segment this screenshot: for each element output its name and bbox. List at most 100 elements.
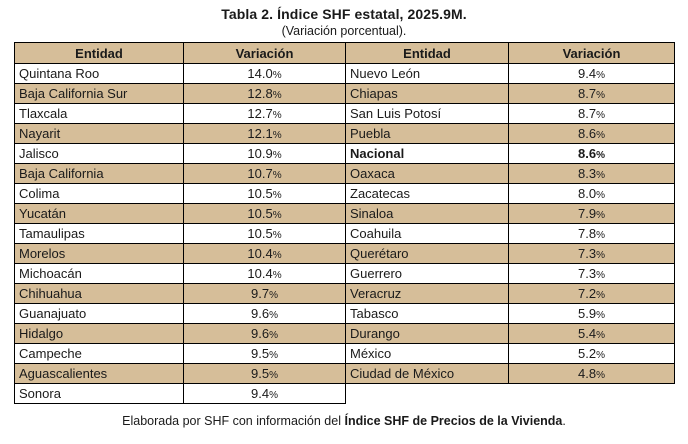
table-row: Hidalgo 9.6% Durango 5.4% xyxy=(14,323,675,344)
percent-sign: % xyxy=(596,250,605,261)
empty-cell xyxy=(345,383,509,404)
percent-sign: % xyxy=(269,370,278,381)
percent-sign: % xyxy=(272,230,282,241)
percent-sign: % xyxy=(272,150,282,161)
source-note-prefix: Elaborada por SHF con información del xyxy=(122,414,345,428)
variation-number: 12.1 xyxy=(247,126,273,141)
percent-sign: % xyxy=(272,90,282,101)
variation-number: 10.4 xyxy=(247,246,273,261)
left-entity-cell: Tamaulipas xyxy=(14,223,184,244)
left-entity-cell: Guanajuato xyxy=(14,303,184,324)
right-value-cell: 8.0% xyxy=(508,183,675,204)
table-row: Tlaxcala 12.7% San Luis Potosí 8.7% xyxy=(14,103,675,124)
percent-sign: % xyxy=(596,350,605,361)
percent-sign: % xyxy=(596,170,605,181)
left-value-cell: 9.5% xyxy=(183,363,346,384)
header-row: Entidad Variación Entidad Variación xyxy=(14,42,675,64)
left-entity-cell: Colima xyxy=(14,183,184,204)
right-entity-cell: Puebla xyxy=(345,123,509,144)
table-row: Morelos 10.4% Querétaro 7.3% xyxy=(14,243,675,264)
left-value-cell: 12.1% xyxy=(183,123,346,144)
variation-number: 4.8 xyxy=(578,366,597,381)
left-value-cell: 9.7% xyxy=(183,283,346,304)
table-row: Michoacán 10.4% Guerrero 7.3% xyxy=(14,263,675,284)
variation-number: 10.4 xyxy=(247,266,273,281)
variation-number: 9.6 xyxy=(251,326,270,341)
percent-sign: % xyxy=(272,270,282,281)
left-value-cell: 10.5% xyxy=(183,203,346,224)
percent-sign: % xyxy=(272,250,282,261)
left-entity-cell: Jalisco xyxy=(14,143,184,164)
table-row: Aguascalientes 9.5% Ciudad de México 4.8% xyxy=(14,363,675,384)
variation-number: 12.8 xyxy=(247,86,273,101)
percent-sign: % xyxy=(596,230,605,241)
left-entity-cell: Hidalgo xyxy=(14,323,184,344)
right-value-cell: 7.3% xyxy=(508,243,675,264)
variation-number: 8.0 xyxy=(578,186,597,201)
table-row: Campeche 9.5% México 5.2% xyxy=(14,343,675,364)
percent-sign: % xyxy=(269,350,278,361)
right-entity-cell: Nacional xyxy=(345,143,509,164)
percent-sign: % xyxy=(596,190,605,201)
source-note: Elaborada por SHF con información del Ín… xyxy=(0,414,688,429)
right-entity-cell: Ciudad de México xyxy=(345,363,509,384)
left-value-cell: 12.7% xyxy=(183,103,346,124)
percent-sign: % xyxy=(272,110,282,121)
table-row: Nayarit 12.1% Puebla 8.6% xyxy=(14,123,675,144)
percent-sign: % xyxy=(596,290,605,301)
percent-sign: % xyxy=(269,290,278,301)
percent-sign: % xyxy=(596,210,605,221)
left-entity-cell: Baja California xyxy=(14,163,184,184)
right-value-cell: 7.9% xyxy=(508,203,675,224)
empty-cell xyxy=(508,383,675,404)
right-value-cell: 8.7% xyxy=(508,103,675,124)
right-value-cell: 8.6% xyxy=(508,123,675,144)
right-value-cell: 7.3% xyxy=(508,263,675,284)
col-header-variacion-left: Variación xyxy=(183,42,346,64)
percent-sign: % xyxy=(272,190,282,201)
right-entity-cell: Sinaloa xyxy=(345,203,509,224)
right-entity-cell: Tabasco xyxy=(345,303,509,324)
left-entity-cell: Yucatán xyxy=(14,203,184,224)
table-subtitle: (Variación porcentual). xyxy=(281,24,407,38)
right-value-cell: 5.4% xyxy=(508,323,675,344)
right-entity-cell: Oaxaca xyxy=(345,163,509,184)
left-entity-cell: Baja California Sur xyxy=(14,83,184,104)
percent-sign: % xyxy=(272,130,282,141)
variation-number: 8.7 xyxy=(578,106,597,121)
table-row: Baja California 10.7% Oaxaca 8.3% xyxy=(14,163,675,184)
right-value-cell: 5.9% xyxy=(508,303,675,324)
percent-sign: % xyxy=(596,130,605,141)
table-row: Tamaulipas 10.5% Coahuila 7.8% xyxy=(14,223,675,244)
left-entity-cell: Quintana Roo xyxy=(14,63,184,84)
table-row: Colima 10.5% Zacatecas 8.0% xyxy=(14,183,675,204)
percent-sign: % xyxy=(596,370,605,381)
left-value-cell: 10.9% xyxy=(183,143,346,164)
right-entity-cell: San Luis Potosí xyxy=(345,103,509,124)
right-value-cell: 8.6% xyxy=(508,143,675,164)
variation-number: 7.8 xyxy=(578,226,597,241)
variation-number: 9.5 xyxy=(251,346,270,361)
variation-number: 9.4 xyxy=(578,66,597,81)
variation-number: 8.3 xyxy=(578,166,597,181)
variation-number: 10.5 xyxy=(247,226,273,241)
left-value-cell: 10.5% xyxy=(183,223,346,244)
variation-number: 9.7 xyxy=(251,286,270,301)
right-entity-cell: Chiapas xyxy=(345,83,509,104)
variation-number: 10.5 xyxy=(247,186,273,201)
variation-number: 8.6 xyxy=(578,126,597,141)
left-entity-cell: Michoacán xyxy=(14,263,184,284)
table-row: Quintana Roo 14.0% Nuevo León 9.4% xyxy=(14,63,675,84)
variation-number: 9.6 xyxy=(251,306,270,321)
left-value-cell: 9.6% xyxy=(183,323,346,344)
right-value-cell: 5.2% xyxy=(508,343,675,364)
variation-number: 10.7 xyxy=(247,166,273,181)
percent-sign: % xyxy=(596,150,605,161)
variation-number: 10.5 xyxy=(247,206,273,221)
variation-number: 5.2 xyxy=(578,346,597,361)
left-value-cell: 9.6% xyxy=(183,303,346,324)
percent-sign: % xyxy=(596,90,605,101)
variation-number: 7.3 xyxy=(578,246,597,261)
right-entity-cell: Zacatecas xyxy=(345,183,509,204)
